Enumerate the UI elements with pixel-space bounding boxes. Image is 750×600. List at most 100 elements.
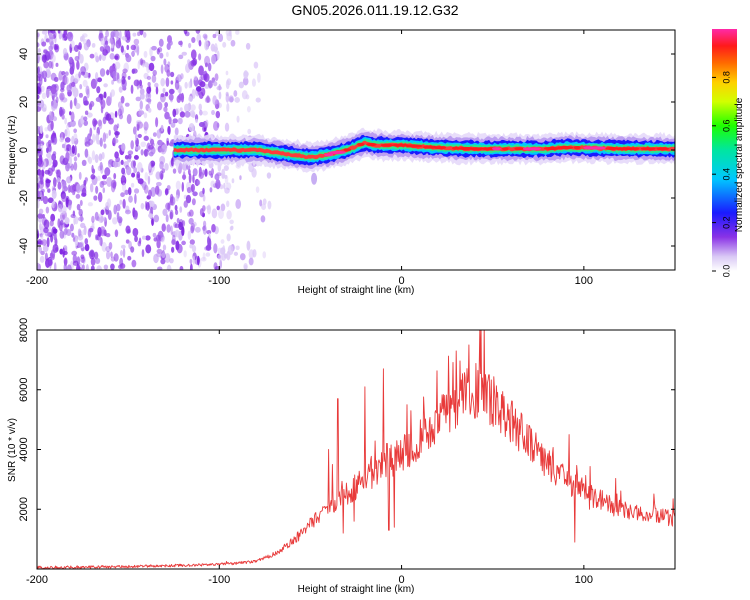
spectrogram-noise-dot — [57, 30, 61, 34]
spectrogram-noise-dot — [89, 100, 95, 108]
spectrogram-peak-blob — [557, 146, 574, 150]
spectrogram-noise-dot — [118, 113, 124, 120]
spectrogram-noise-dot — [143, 149, 149, 157]
spectrogram-noise-dot — [174, 204, 178, 211]
spectrogram-noise-dot — [37, 160, 42, 167]
x-tick-label: 100 — [575, 574, 593, 586]
spectrogram-noise-dot — [84, 148, 89, 158]
spectrogram-noise-dot — [191, 88, 196, 100]
spectrogram-noise-dot — [73, 133, 78, 142]
spectrogram-noise-dot — [130, 84, 134, 95]
spectrogram-noise-dot — [191, 198, 196, 206]
spectrogram-peak-blob — [640, 147, 656, 151]
spectrogram-noise-dot — [130, 246, 135, 253]
spectrogram-peak-blob — [343, 148, 352, 152]
spectrogram-noise-dot — [120, 45, 124, 53]
spectrogram-noise-dot — [78, 171, 82, 180]
spectrogram-noise-dot — [59, 106, 63, 117]
spectrogram-peak-blob — [530, 147, 541, 151]
spectrogram-noise-dot — [160, 172, 164, 180]
spectrogram-noise-dot — [172, 168, 177, 174]
spectrogram-noise-dot — [50, 101, 57, 112]
spectrogram-noise-dot — [120, 159, 124, 165]
spectrogram-noise-dot — [127, 75, 131, 80]
spectrogram-noise-dot — [245, 42, 251, 50]
spectrogram-noise-dot — [169, 40, 173, 46]
spectrogram-noise-dot — [84, 141, 91, 147]
spectrogram-noise-dot — [178, 221, 183, 231]
spectrogram-noise-dot — [174, 223, 180, 229]
spectrogram-noise-dot — [219, 259, 223, 269]
spectrogram-peak-blob — [543, 146, 560, 151]
spectrogram-noise-dot — [37, 94, 40, 100]
spectrogram-noise-dot — [235, 30, 240, 35]
spectrogram-noise-dot — [164, 188, 169, 196]
spectrogram-peak-blob — [433, 146, 447, 150]
spectrogram-noise-dot — [78, 71, 82, 79]
spectrogram-noise-dot — [188, 96, 193, 102]
spectrogram-noise-dot — [140, 149, 144, 156]
spectrogram-noise-dot — [202, 224, 207, 235]
spectrogram-noise-dot — [175, 180, 181, 191]
spectrogram-noise-dot — [262, 251, 267, 259]
spectrogram-noise-dot — [144, 200, 148, 211]
y-tick-label: 0 — [18, 147, 30, 153]
spectrogram-noise-dot — [41, 169, 45, 177]
spectrogram-noise-dot — [40, 250, 45, 256]
spectrogram-noise-dot — [204, 40, 209, 51]
spectrogram-noise-dot — [51, 104, 56, 110]
spectrogram-noise-dot — [148, 213, 154, 218]
spectrogram-noise-dot — [112, 138, 119, 144]
spectrogram-noise-dot — [89, 53, 95, 59]
spectrogram-noise-dot — [91, 215, 95, 223]
spectrogram-noise-dot — [84, 110, 89, 115]
spectrogram-noise-dot — [88, 72, 91, 78]
spectrogram-noise-dot — [101, 151, 105, 160]
spectrogram-noise-dot — [37, 76, 41, 82]
y-tick-label: 4000 — [18, 437, 30, 461]
spectrogram-noise-dot — [97, 119, 102, 127]
spectrogram-noise-dot — [209, 187, 213, 193]
spectrogram-noise-dot — [111, 79, 115, 85]
spectrogram-peak-blob — [380, 143, 394, 147]
spectrogram-noise-dot — [138, 108, 141, 118]
y-tick-label: 6000 — [18, 378, 30, 402]
spectrogram-noise-dot — [102, 187, 106, 194]
x-tick-label: -200 — [26, 574, 48, 586]
spectrogram-noise-dot — [86, 88, 90, 99]
spectrogram-noise-dot — [81, 159, 87, 167]
spectrogram-noise-dot — [137, 31, 141, 37]
spectrogram-noise-dot — [144, 62, 149, 68]
spectrogram-noise-dot — [167, 126, 171, 135]
spectrogram-noise-dot — [131, 68, 136, 74]
spectrogram-noise-dot — [37, 31, 40, 40]
spectrogram-noise-dot — [66, 176, 72, 184]
spectrogram-noise-dot — [221, 173, 225, 180]
spectrogram-noise-dot — [116, 78, 122, 84]
spectrogram-noise-dot — [46, 237, 50, 248]
spectrogram-noise-dot — [133, 188, 140, 194]
spectrogram-noise-dot — [192, 58, 198, 66]
spectrogram-noise-dot — [158, 38, 164, 47]
spectrogram-noise-dot — [198, 40, 202, 47]
spectrogram-noise-dot — [178, 219, 184, 228]
spectrogram-noise-dot — [57, 181, 62, 190]
spectrogram-noise-dot — [165, 202, 171, 210]
spectrogram-noise-dot — [90, 257, 96, 266]
spectrogram-noise-dot — [37, 31, 41, 38]
spectrogram-noise-dot — [45, 38, 50, 43]
spectrogram-peak-blob — [491, 147, 501, 151]
spectrogram-noise-dot — [155, 234, 161, 241]
spectrogram-noise-dot — [154, 185, 160, 195]
spectrogram-noise-dot — [213, 262, 218, 270]
spectrogram-noise-dot — [130, 160, 136, 169]
spectrogram-noise-dot — [148, 161, 152, 170]
spectrogram-noise-dot — [74, 236, 79, 247]
spectrogram-noise-dot — [86, 112, 93, 118]
spectrogram-noise-dot — [164, 253, 171, 263]
spectrogram-noise-dot — [160, 64, 164, 75]
spectrogram-noise-dot — [128, 195, 133, 203]
spectrogram-noise-dot — [223, 253, 228, 259]
spectrogram-noise-dot — [47, 197, 54, 204]
